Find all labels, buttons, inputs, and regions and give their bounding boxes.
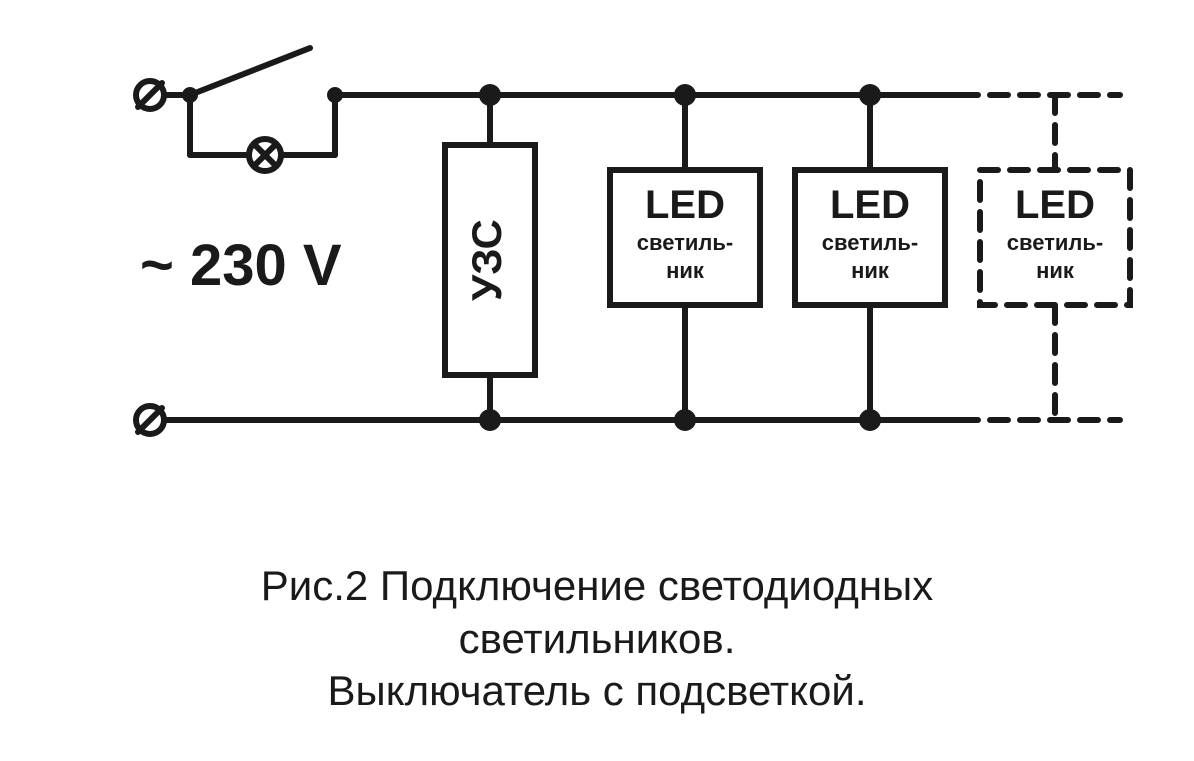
led3-sub1: светиль- <box>1007 230 1104 255</box>
led2-sub1: светиль- <box>822 230 919 255</box>
caption-line2: светильников. <box>459 615 736 662</box>
caption-line1: Рис.2 Подключение светодиодных <box>261 562 933 609</box>
led1-sub1: светиль- <box>637 230 734 255</box>
junction-led1-bottom <box>674 409 696 431</box>
led3-sub2: ник <box>1036 258 1075 283</box>
junction-uzs-top <box>479 84 501 106</box>
diagram-container: ~ 230 V УЗС LED светиль- ник LED светиль… <box>0 0 1194 761</box>
led2-title: LED <box>830 183 910 227</box>
figure-caption: Рис.2 Подключение светодиодных светильни… <box>0 560 1194 718</box>
switch-arm <box>190 48 310 95</box>
led1-sub2: ник <box>666 258 705 283</box>
led1-title: LED <box>645 183 725 227</box>
caption-line3: Выключатель с подсветкой. <box>328 667 867 714</box>
led3-title: LED <box>1015 183 1095 227</box>
uzs-label: УЗС <box>463 219 510 301</box>
led2-sub2: ник <box>851 258 890 283</box>
voltage-label: ~ 230 V <box>140 233 342 298</box>
circuit-svg: ~ 230 V УЗС LED светиль- ник LED светиль… <box>0 0 1194 520</box>
junction-uzs-bottom <box>479 409 501 431</box>
junction-led2-top <box>859 84 881 106</box>
junction-led2-bottom <box>859 409 881 431</box>
junction-led1-top <box>674 84 696 106</box>
